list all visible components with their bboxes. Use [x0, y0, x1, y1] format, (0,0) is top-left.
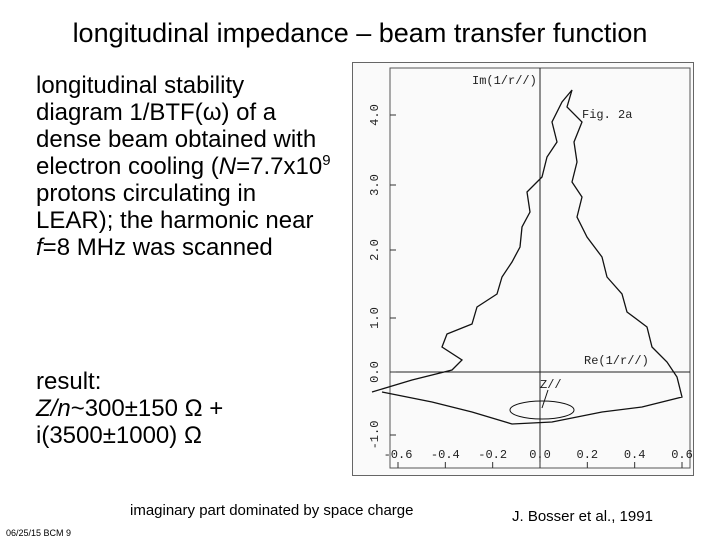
- curve: [371, 89, 683, 425]
- figure: Im(1/r//) Fig. 2a Re(1/r//) Z// -0.6 -0.4…: [352, 62, 694, 476]
- text: f: [36, 234, 43, 261]
- y-tick-label: 3.0: [368, 174, 382, 196]
- figure-frame: [352, 62, 694, 476]
- footer: 06/25/15 BCM 9: [6, 528, 72, 538]
- text: N: [218, 153, 237, 180]
- text: =8 MHz was scanned: [42, 234, 273, 261]
- x-axis-label: Re(1/r//): [584, 354, 649, 368]
- x-tick-label: -0.2: [478, 448, 507, 462]
- title: longitudinal impedance – beam transfer f…: [72, 18, 648, 48]
- text: Z/n: [36, 395, 71, 422]
- arrow: [541, 389, 549, 409]
- text: protons circulating in LEAR); the harmon…: [36, 180, 314, 234]
- marker-label: Z//: [540, 378, 562, 392]
- x-tick-label: -0.6: [384, 448, 413, 462]
- x-tick-label: 0.2: [577, 448, 599, 462]
- text: longitudinal stability diagram 1/BTF(ω) …: [36, 72, 317, 180]
- y-tick-label: 1.0: [368, 307, 382, 329]
- x-tick-label: 0.4: [624, 448, 646, 462]
- caption: imaginary part dominated by space charge: [130, 502, 414, 519]
- text: =7.7x10: [236, 153, 323, 180]
- figure-label: Fig. 2a: [582, 108, 632, 122]
- y-tick-label: 4.0: [368, 104, 382, 126]
- text: 9: [322, 152, 331, 169]
- x-tick-label: -0.4: [431, 448, 460, 462]
- result: result: Z/n~300±150 Ω + i(3500±1000) Ω: [36, 368, 326, 449]
- y-tick-label: 2.0: [368, 239, 382, 261]
- citation: J. Bosser et al., 1991: [512, 508, 653, 525]
- y-tick-label: -1.0: [368, 421, 382, 450]
- x-tick-label: 0.0: [529, 448, 551, 462]
- description: longitudinal stability diagram 1/BTF(ω) …: [36, 72, 336, 261]
- x-tick-label: 0.6: [671, 448, 693, 462]
- y-axis-label: Im(1/r//): [472, 74, 537, 88]
- text: result:: [36, 368, 102, 395]
- marker-ellipse: [509, 400, 575, 420]
- y-tick-label: 0.0: [368, 361, 382, 383]
- text: ~300±150 Ω + i(3500±1000) Ω: [36, 395, 224, 449]
